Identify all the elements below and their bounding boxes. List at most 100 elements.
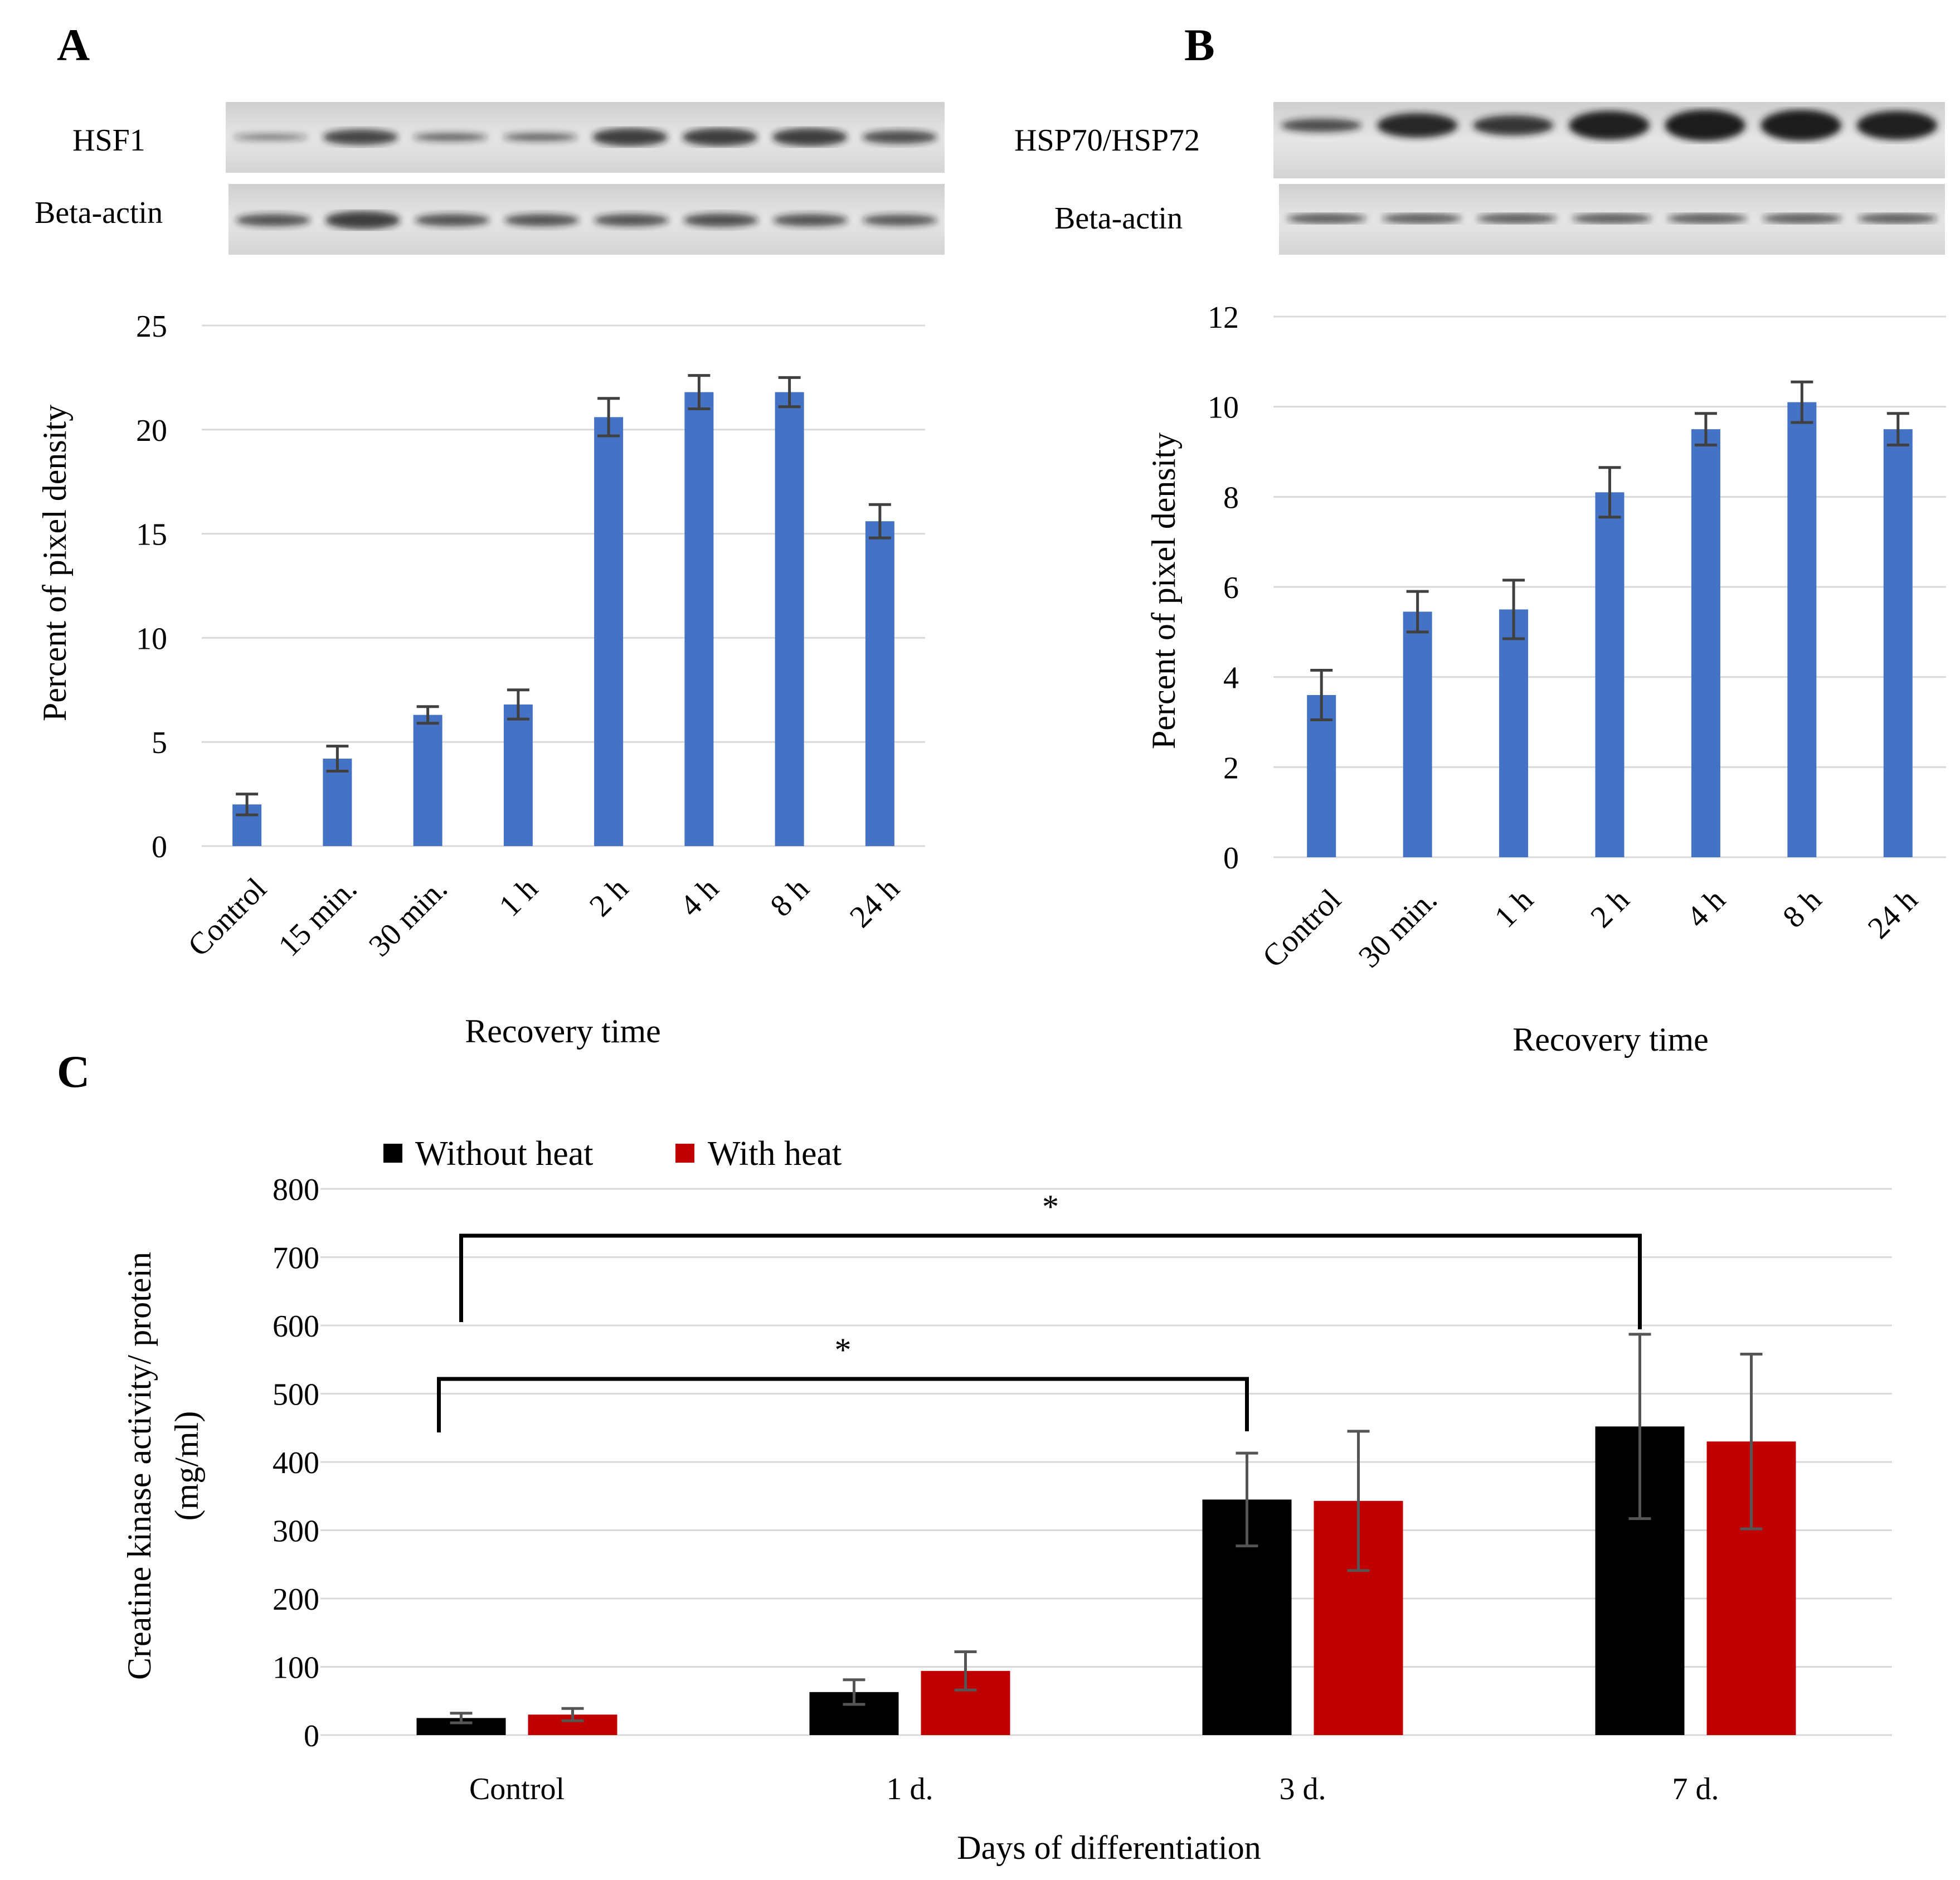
y-tick-label: 15 [136, 518, 167, 552]
bar [1499, 609, 1529, 857]
bar [865, 521, 894, 846]
x-tick-label: 1 d. [887, 1772, 933, 1806]
y-tick-label: 500 [273, 1378, 319, 1412]
error-bar [954, 1650, 977, 1692]
blot-label-beta-actin-b: Beta-actin [1054, 201, 1183, 236]
blot-band [862, 130, 938, 144]
error-bar [1310, 669, 1333, 721]
bar [1691, 429, 1720, 857]
blot-band [862, 215, 938, 226]
blot-band [1477, 213, 1557, 224]
y-tick-label: 20 [136, 414, 167, 448]
error-bar [868, 503, 891, 540]
error-bar [1791, 380, 1813, 424]
blot-band [682, 128, 758, 146]
blot-band [1473, 115, 1554, 135]
significance-star: * [1042, 1188, 1059, 1225]
blot-band [1572, 213, 1652, 224]
y-tick-label: 100 [273, 1651, 319, 1685]
y-tick-label: 10 [1208, 391, 1239, 425]
error-bar [326, 745, 349, 773]
blot-band [1667, 213, 1747, 224]
chart-c-xlabel: Days of differentiation [957, 1829, 1261, 1866]
error-bar [1740, 1352, 1763, 1531]
bar [594, 417, 624, 846]
y-tick-label: 400 [273, 1446, 319, 1480]
significance-star: * [835, 1332, 852, 1368]
error-bar [597, 397, 620, 438]
x-tick-label: Control [1256, 882, 1348, 974]
significance-bracket [459, 1233, 1642, 1329]
legend-swatch-without-heat [383, 1144, 402, 1163]
blot-band [1760, 110, 1842, 141]
bar [323, 759, 352, 846]
y-tick-label: 700 [273, 1241, 319, 1276]
blot-band [1665, 110, 1745, 141]
blot-band [1762, 213, 1842, 224]
western-blot-hsp70 [1273, 102, 1945, 178]
error-bar [1236, 1451, 1258, 1548]
bar [1883, 429, 1913, 857]
x-tick-label: 24 h [843, 871, 906, 934]
x-tick-label: 8 h [1776, 882, 1828, 934]
x-tick-label: 24 h [1861, 882, 1924, 945]
chart-a-xlabel: Recovery time [465, 1013, 661, 1050]
error-bar [1886, 412, 1909, 446]
blot-band [1569, 111, 1650, 140]
error-bar [507, 688, 529, 721]
x-tick-label: 1 h [1488, 882, 1540, 934]
error-bar [561, 1707, 584, 1722]
blot-label-hsp70: HSP70/HSP72 [1014, 123, 1200, 158]
western-blot-beta-actin-a [228, 184, 945, 255]
blot-band [1377, 113, 1458, 138]
error-bar [416, 705, 439, 725]
chart-c-ylabel-line2: (mg/ml) [168, 1411, 205, 1521]
y-tick-label: 600 [273, 1309, 319, 1344]
bar [684, 392, 714, 846]
error-bar [1406, 590, 1429, 634]
blot-band [772, 214, 848, 226]
significance-bracket [437, 1377, 1249, 1432]
x-tick-label: 4 h [1680, 882, 1732, 934]
blot-band [1281, 119, 1362, 132]
bar [1403, 611, 1432, 857]
error-bar [1694, 412, 1717, 446]
error-bar [1502, 579, 1525, 640]
y-tick-label: 0 [304, 1719, 319, 1753]
y-tick-label: 12 [1208, 300, 1239, 335]
y-tick-label: 10 [136, 621, 167, 656]
bar [1787, 402, 1817, 857]
blot-band [412, 133, 488, 141]
y-tick-label: 0 [152, 830, 167, 864]
y-tick-label: 800 [273, 1173, 319, 1207]
legend-swatch-with-heat [675, 1144, 694, 1163]
error-bar [236, 793, 259, 817]
y-tick-label: 200 [273, 1582, 319, 1617]
chart-c-ylabel-line1: Creatine kinase activity/ protein [121, 1252, 158, 1680]
blot-band [232, 134, 309, 140]
blot-band [325, 211, 401, 229]
blot-band [592, 128, 668, 146]
blot-band [504, 214, 580, 226]
western-blot-hsf1 [226, 102, 945, 173]
y-tick-label: 2 [1223, 751, 1239, 785]
chart-b-ylabel: Percent of pixel density [1145, 433, 1182, 749]
chart-a-ylabel: Percent of pixel density [36, 405, 73, 721]
x-tick-label: 2 h [583, 871, 635, 923]
bar [503, 704, 533, 846]
bar [1595, 492, 1625, 857]
blot-band [415, 214, 490, 226]
blot-band [683, 213, 758, 227]
bar [775, 392, 804, 846]
legend-label-with-heat: With heat [708, 1135, 842, 1173]
error-bar [778, 376, 801, 409]
error-bar [1628, 1333, 1651, 1520]
chart-b-xlabel: Recovery time [1512, 1021, 1709, 1058]
blot-band [235, 214, 311, 226]
y-tick-label: 5 [152, 726, 167, 760]
bar [1307, 695, 1336, 857]
blot-band [772, 128, 848, 146]
y-tick-label: 6 [1223, 571, 1239, 605]
